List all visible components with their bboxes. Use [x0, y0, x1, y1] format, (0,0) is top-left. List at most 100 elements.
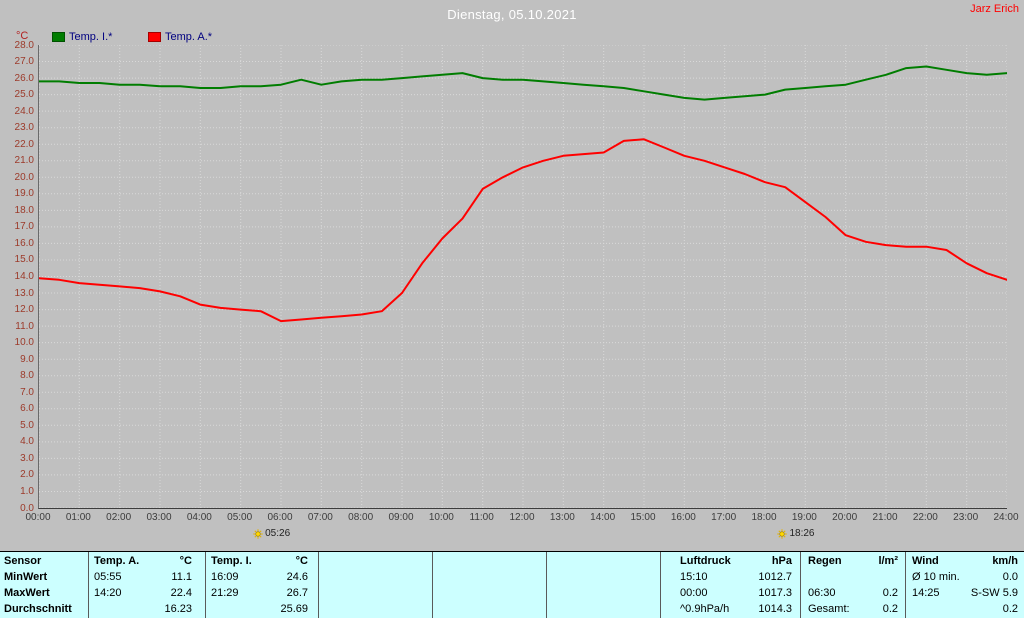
- y-tick-label: 3.0: [20, 452, 34, 464]
- y-tick-label: 25.0: [14, 89, 34, 101]
- series-line: [39, 65, 1007, 101]
- y-axis-unit-label: °C: [16, 30, 29, 42]
- pressure-max-value: 1017.3: [758, 587, 792, 599]
- x-tick-label: 09:00: [388, 512, 414, 523]
- y-tick-label: 5.0: [20, 419, 34, 431]
- temperature-chart: [38, 45, 1007, 509]
- stats-table: Sensor Temp. A. °C Temp. I. °C Luftdruck…: [0, 551, 1024, 618]
- sun-time-label: 18:26: [789, 528, 815, 539]
- y-tick-label: 1.0: [20, 485, 34, 497]
- temp-i-min-value: 24.6: [286, 571, 308, 583]
- temp-a-max-time: 14:20: [94, 587, 122, 599]
- y-tick-label: 12.0: [14, 304, 34, 316]
- y-tick-label: 27.0: [14, 56, 34, 68]
- y-tick-label: 19.0: [14, 188, 34, 200]
- x-tick-label: 18:00: [751, 512, 777, 523]
- temp-i-min-time: 16:09: [211, 571, 239, 583]
- y-tick-label: 18.0: [14, 204, 34, 216]
- col-header-wind: Wind: [912, 555, 939, 567]
- wind-max-value: S-SW 5.9: [970, 587, 1018, 599]
- col-header-temp-i: Temp. I.: [211, 555, 252, 567]
- x-tick-label: 05:00: [227, 512, 253, 523]
- x-tick-label: 15:00: [630, 512, 656, 523]
- temp-a-max-value: 22.4: [170, 587, 192, 599]
- x-tick-label: 16:00: [670, 512, 696, 523]
- table-divider: [800, 552, 801, 618]
- temp-a-avg-value: 16.23: [164, 603, 192, 615]
- y-tick-label: 10.0: [14, 337, 34, 349]
- col-header-temp-i-unit: °C: [295, 555, 308, 567]
- y-tick-label: 22.0: [14, 138, 34, 150]
- x-tick-label: 02:00: [106, 512, 132, 523]
- y-tick-label: 17.0: [14, 221, 34, 233]
- row-label-minwert: MinWert: [4, 571, 48, 583]
- legend-item-temp-a: Temp. A.*: [148, 31, 212, 43]
- sunrise-marker: 05:26: [253, 528, 290, 539]
- x-tick-label: 22:00: [912, 512, 938, 523]
- x-tick-label: 01:00: [65, 512, 91, 523]
- y-tick-label: 0.0: [20, 502, 34, 514]
- table-divider: [318, 552, 319, 618]
- y-tick-label: 4.0: [20, 436, 34, 448]
- pressure-trend: ^0.9hPa/h: [680, 603, 730, 615]
- y-tick-label: 9.0: [20, 353, 34, 365]
- rain-total-value: 0.2: [882, 603, 898, 615]
- x-tick-label: 11:00: [469, 512, 494, 523]
- y-tick-label: 23.0: [14, 122, 34, 134]
- table-divider: [905, 552, 906, 618]
- col-header-temp-a: Temp. A.: [94, 555, 140, 567]
- rain-max-time: 06:30: [808, 587, 836, 599]
- sun-icon: [253, 528, 263, 539]
- x-tick-label: 24:00: [993, 512, 1019, 523]
- table-divider: [660, 552, 661, 618]
- col-header-temp-a-unit: °C: [179, 555, 192, 567]
- x-tick-label: 07:00: [307, 512, 333, 523]
- col-header-wind-unit: km/h: [992, 555, 1018, 567]
- col-header-sensor: Sensor: [4, 555, 42, 567]
- y-tick-label: 24.0: [14, 105, 34, 117]
- col-header-pressure-unit: hPa: [771, 555, 792, 567]
- x-tick-label: 04:00: [186, 512, 212, 523]
- x-tick-label: 10:00: [428, 512, 454, 523]
- table-divider: [205, 552, 206, 618]
- x-tick-label: 19:00: [791, 512, 817, 523]
- y-tick-label: 14.0: [14, 271, 34, 282]
- table-divider: [432, 552, 433, 618]
- y-tick-label: 15.0: [14, 254, 34, 266]
- pressure-min-time: 15:10: [680, 571, 708, 583]
- sun-icon: [777, 528, 788, 539]
- temp-i-max-time: 21:29: [211, 587, 239, 599]
- temp-a-min-time: 05:55: [94, 571, 122, 583]
- x-tick-label: 20:00: [832, 512, 858, 523]
- x-tick-label: 14:00: [590, 512, 616, 523]
- y-tick-label: 13.0: [14, 287, 34, 299]
- x-tick-label: 21:00: [872, 512, 898, 523]
- table-divider: [88, 552, 89, 618]
- pressure-avg-value: 1014.3: [758, 603, 792, 615]
- x-tick-label: 06:00: [267, 512, 293, 523]
- legend-swatch-temp-a-icon: [148, 32, 161, 43]
- rain-total-label: Gesamt:: [808, 603, 850, 615]
- legend-label-temp-i: Temp. I.*: [69, 31, 113, 43]
- y-tick-label: 2.0: [20, 469, 34, 481]
- col-header-pressure: Luftdruck: [680, 555, 731, 567]
- wind-min-value: 0.0: [1002, 571, 1018, 583]
- wind-max-time: 14:25: [912, 587, 940, 599]
- sunset-marker: 18:26: [777, 528, 814, 539]
- wind-avg-value: 0.2: [1002, 603, 1018, 615]
- x-tick-label: 23:00: [953, 512, 979, 523]
- x-tick-label: 12:00: [509, 512, 535, 523]
- pressure-min-value: 1012.7: [758, 571, 792, 583]
- row-label-durchschnitt: Durchschnitt: [4, 603, 72, 615]
- y-tick-label: 28.0: [14, 39, 34, 51]
- wind-min-label: Ø 10 min.: [912, 571, 960, 583]
- x-tick-label: 00:00: [25, 512, 51, 523]
- temp-i-avg-value: 25.69: [280, 603, 308, 615]
- series-line: [39, 138, 1007, 323]
- x-tick-label: 17:00: [711, 512, 737, 523]
- y-tick-label: 26.0: [14, 72, 34, 84]
- user-name: Jarz Erich: [970, 3, 1019, 15]
- y-tick-label: 8.0: [20, 370, 34, 382]
- page-title: Dienstag, 05.10.2021: [447, 7, 577, 22]
